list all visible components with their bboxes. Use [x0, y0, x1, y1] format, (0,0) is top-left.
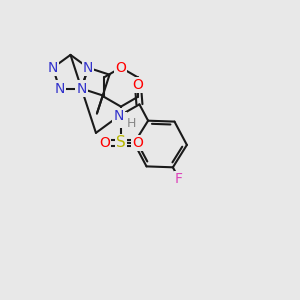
Text: O: O	[116, 61, 126, 75]
Text: N: N	[113, 110, 124, 123]
Text: O: O	[133, 78, 143, 92]
Text: N: N	[83, 61, 93, 75]
Text: O: O	[99, 136, 110, 150]
Text: H: H	[127, 117, 136, 130]
Text: F: F	[175, 172, 183, 186]
Text: N: N	[76, 82, 87, 95]
Text: O: O	[132, 136, 143, 150]
Text: S: S	[116, 135, 126, 150]
Text: N: N	[116, 113, 126, 127]
Text: N: N	[48, 61, 58, 75]
Text: N: N	[54, 82, 65, 95]
